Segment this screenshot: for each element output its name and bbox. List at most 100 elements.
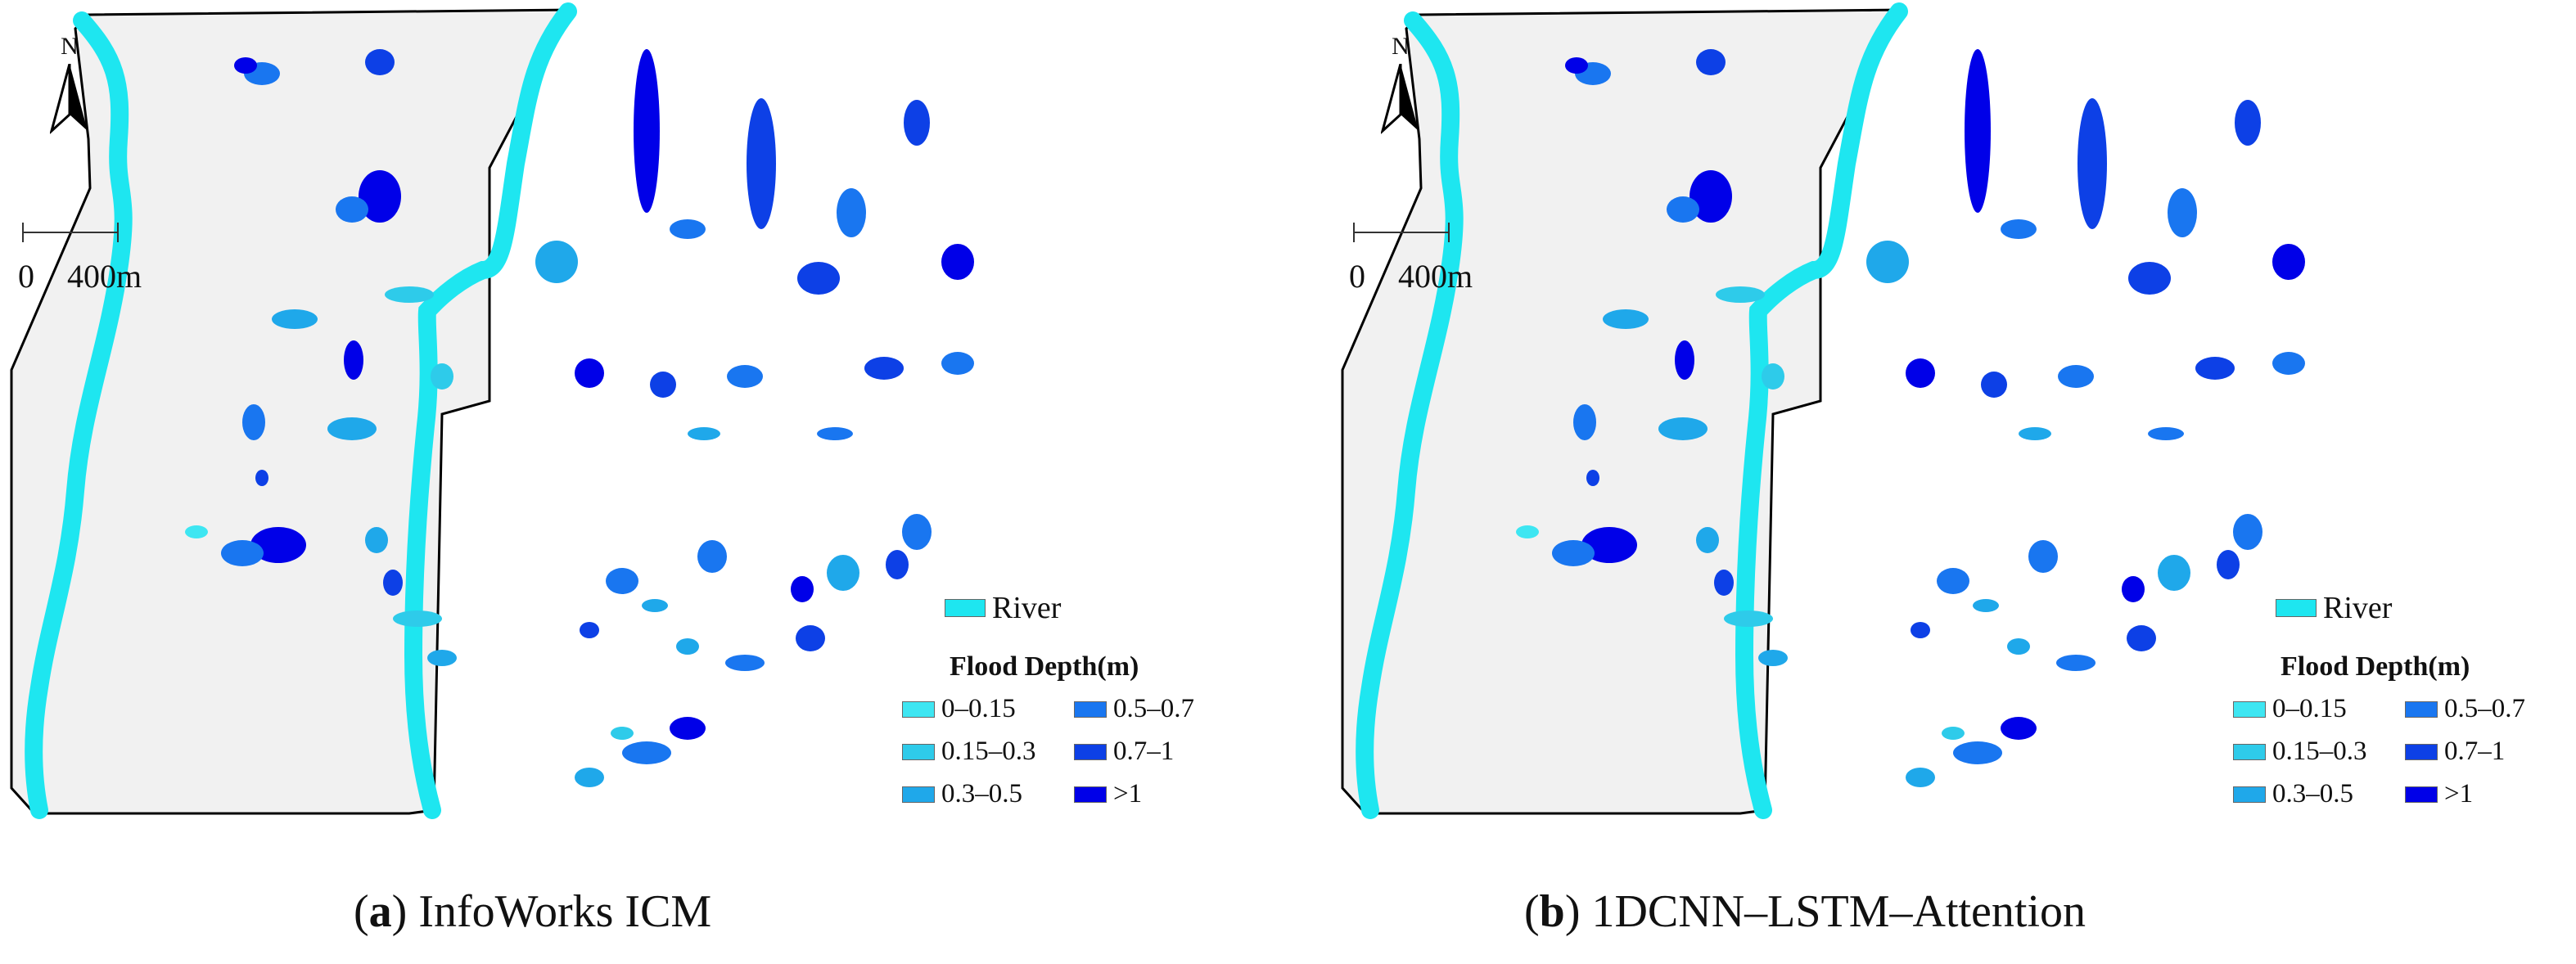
river-swatch <box>2276 599 2317 617</box>
flood-area <box>2195 357 2235 380</box>
legend-label: 0.15–0.3 <box>941 737 1036 766</box>
scale-zero-label: 0 <box>18 258 34 295</box>
caption-title: 1DCNN–LSTM–Attention <box>1591 886 2087 937</box>
river <box>404 2 577 819</box>
flood-area <box>634 49 660 213</box>
flood-area <box>747 98 776 229</box>
flood-area <box>242 404 265 440</box>
flood-area <box>1758 650 1788 666</box>
flood-area <box>1911 622 1930 638</box>
flood-area <box>1981 372 2007 398</box>
scale-zero-label: 0 <box>1349 258 1365 295</box>
flood-area <box>359 170 401 223</box>
flood-area <box>797 262 840 295</box>
legend-item: 0–0.15 <box>2233 694 2347 724</box>
flood-area <box>1973 599 1999 612</box>
flood-area <box>725 655 765 671</box>
flood-area <box>385 286 434 303</box>
legend-river: River <box>945 588 1061 628</box>
north-arrow: N <box>1376 33 1425 139</box>
flood-area <box>1724 610 1773 627</box>
legend-swatch <box>2233 700 2266 718</box>
legend-swatch <box>2405 700 2438 718</box>
legend-item: 0.5–0.7 <box>2405 694 2525 724</box>
flood-area <box>344 340 363 380</box>
legend-item: 0.15–0.3 <box>902 737 1036 767</box>
flood-area <box>1942 727 1965 740</box>
flood-area <box>427 650 457 666</box>
flood-map <box>10 2 974 819</box>
flood-area <box>1675 340 1694 380</box>
flood-area <box>336 196 368 223</box>
legend-label: 0.3–0.5 <box>2272 779 2353 809</box>
flood-area <box>902 514 932 550</box>
flood-area <box>2235 100 2261 146</box>
legend-title: Flood Depth(m) <box>2281 651 2470 682</box>
legend-label: 0.5–0.7 <box>1113 694 1194 723</box>
flood-area <box>817 427 853 440</box>
flood-area <box>365 527 388 553</box>
flood-area <box>2233 514 2262 550</box>
flood-area <box>580 622 599 638</box>
flood-area <box>255 470 268 486</box>
flood-area <box>1565 57 1588 74</box>
legend-label: 0–0.15 <box>941 694 1016 723</box>
river-swatch <box>945 599 986 617</box>
legend: River Flood Depth(m) 0–0.15 0.15–0.3 0.3… <box>2225 588 2576 825</box>
flood-area <box>1965 49 1991 213</box>
flood-area <box>365 49 395 75</box>
caption-b: (b) 1DCNN–LSTM–Attention <box>1524 886 2087 937</box>
flood-area <box>796 625 825 651</box>
flood-area <box>2158 555 2190 591</box>
legend-label: >1 <box>1113 779 1143 809</box>
flood-area <box>1937 568 1969 594</box>
flood-area <box>2028 540 2058 573</box>
legend-label: 0–0.15 <box>2272 694 2347 723</box>
flood-area <box>1667 196 1699 223</box>
flood-area <box>2077 98 2107 229</box>
scale-bar-line <box>22 223 119 242</box>
flood-area <box>2007 638 2030 655</box>
flood-area <box>1552 540 1595 566</box>
north-arrow: N <box>45 33 94 139</box>
legend-label: >1 <box>2444 779 2474 809</box>
flood-area <box>837 188 866 237</box>
flood-area <box>2217 550 2240 579</box>
flood-area <box>2122 576 2145 602</box>
scale-distance-label: 400m <box>1398 258 1473 295</box>
legend-item: 0.5–0.7 <box>1074 694 1194 724</box>
flood-area <box>727 365 763 388</box>
legend-river: River <box>2276 588 2392 628</box>
legend-swatch <box>902 700 935 718</box>
flood-area <box>431 363 453 390</box>
flood-area <box>383 570 403 596</box>
legend-swatch <box>1074 700 1107 718</box>
flood-area <box>1658 417 1708 440</box>
flood-area <box>1581 527 1637 563</box>
north-label: N <box>1392 33 1410 60</box>
legend-swatch <box>2233 786 2266 803</box>
flood-area <box>864 357 904 380</box>
caption-letter: b <box>1539 886 1565 937</box>
flood-area <box>791 576 814 602</box>
flood-area <box>250 527 306 563</box>
legend-swatch <box>1074 786 1107 803</box>
flood-area <box>272 309 318 329</box>
scale-distance-label: 400m <box>67 258 142 295</box>
flood-area <box>2019 427 2051 440</box>
legend-swatch <box>2233 743 2266 760</box>
legend-item: 0.3–0.5 <box>2233 779 2353 809</box>
flood-area <box>1762 363 1784 390</box>
flood-area <box>575 768 604 787</box>
river <box>25 11 133 819</box>
flood-area <box>2272 352 2305 375</box>
map-panel-b: N 0 400m River Flood Depth(m) 0–0.15 0.1… <box>1331 0 2576 964</box>
flood-area <box>2148 427 2184 440</box>
flood-area <box>1690 170 1732 223</box>
flood-area <box>642 599 668 612</box>
legend-label: 0.3–0.5 <box>941 779 1022 809</box>
caption-title: InfoWorks ICM <box>418 886 712 937</box>
flood-area <box>611 727 634 740</box>
flood-area <box>670 717 706 740</box>
flood-area <box>1716 286 1765 303</box>
